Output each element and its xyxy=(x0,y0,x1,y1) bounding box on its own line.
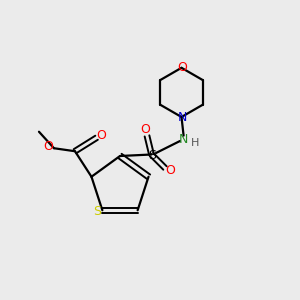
Text: O: O xyxy=(96,129,106,142)
Text: O: O xyxy=(166,164,175,178)
Text: S: S xyxy=(148,148,156,162)
Text: S: S xyxy=(93,205,101,218)
Text: O: O xyxy=(177,61,187,74)
Text: O: O xyxy=(141,123,150,136)
Text: O: O xyxy=(44,140,53,153)
Text: N: N xyxy=(179,133,188,146)
Text: N: N xyxy=(177,111,187,124)
Text: H: H xyxy=(191,137,199,148)
